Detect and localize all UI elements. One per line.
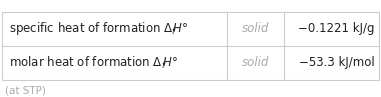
Text: −0.1221 kJ/g: −0.1221 kJ/g — [298, 22, 375, 35]
Bar — [2, 12, 379, 80]
Text: −53.3 kJ/mol: −53.3 kJ/mol — [299, 56, 375, 69]
Text: solid: solid — [242, 56, 269, 69]
Text: (at STP): (at STP) — [5, 85, 46, 95]
Text: specific heat of formation $\Delta_f\!H°$: specific heat of formation $\Delta_f\!H°… — [9, 20, 188, 37]
Text: molar heat of formation $\Delta_f\!H°$: molar heat of formation $\Delta_f\!H°$ — [9, 55, 178, 71]
Text: solid: solid — [242, 22, 269, 35]
